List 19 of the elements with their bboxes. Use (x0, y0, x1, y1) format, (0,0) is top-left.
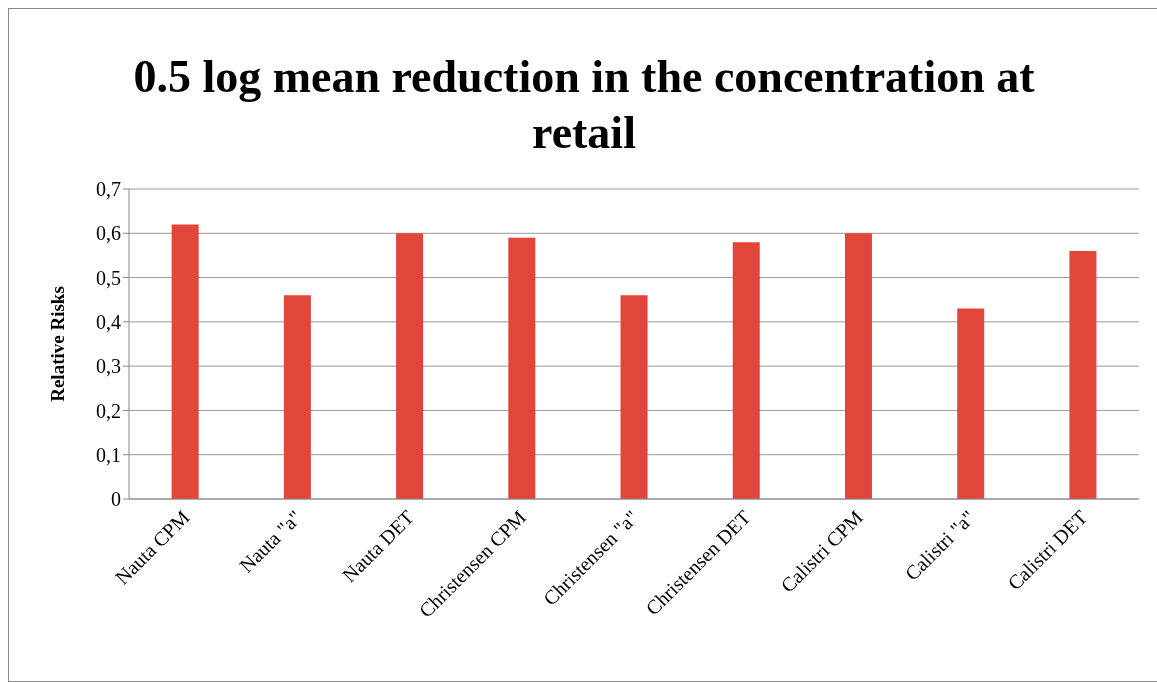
bar (620, 295, 648, 499)
bar (508, 237, 536, 499)
y-tick-label: 0,6 (96, 222, 121, 245)
bar (1069, 251, 1097, 499)
bar (171, 224, 199, 499)
y-tick-label: 0,7 (96, 178, 121, 201)
y-tick-label: 0,1 (96, 443, 121, 466)
y-tick-label: 0,2 (96, 399, 121, 422)
y-tick-label: 0,5 (96, 266, 121, 289)
y-tick-label: 0,4 (96, 310, 121, 333)
bar (283, 295, 311, 499)
y-tick-label: 0,3 (96, 355, 121, 378)
bar (732, 242, 760, 499)
bar (396, 233, 424, 499)
y-axis-title: Relative Risks (46, 286, 68, 402)
bar (844, 233, 872, 499)
y-tick-label: 0 (111, 488, 121, 511)
chart-title: 0.5 log mean reduction in the concentration at retail (132, 50, 1036, 160)
bar (957, 308, 985, 499)
